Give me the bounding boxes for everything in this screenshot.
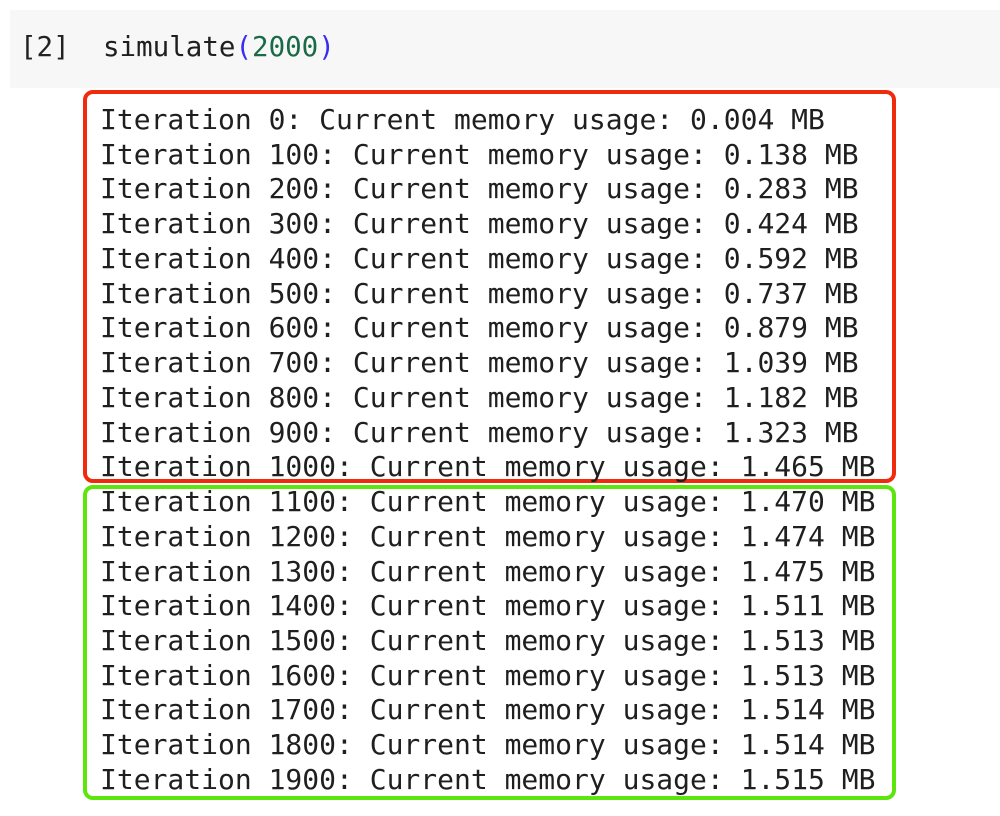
output-line: Iteration 1000: Current memory usage: 1.… (100, 450, 876, 484)
output-line: Iteration 600: Current memory usage: 0.8… (100, 311, 859, 345)
output-line: Iteration 300: Current memory usage: 0.4… (100, 207, 859, 241)
output-line: Iteration 100: Current memory usage: 0.1… (100, 137, 859, 171)
output-line: Iteration 1400: Current memory usage: 1.… (100, 589, 876, 623)
execution-count: [2] (20, 31, 70, 63)
cell-output: Iteration 0: Current memory usage: 0.004… (100, 103, 875, 798)
function-name: simulate (103, 31, 236, 63)
output-line: Iteration 800: Current memory usage: 1.1… (100, 380, 859, 414)
output-line: Iteration 1900: Current memory usage: 1.… (100, 762, 876, 796)
output-line: Iteration 900: Current memory usage: 1.3… (100, 415, 859, 449)
output-line: Iteration 1800: Current memory usage: 1.… (100, 728, 876, 762)
output-line: Iteration 1700: Current memory usage: 1.… (100, 693, 876, 727)
output-line: Iteration 400: Current memory usage: 0.5… (100, 241, 859, 275)
output-line: Iteration 1100: Current memory usage: 1.… (100, 485, 876, 519)
output-line: Iteration 1600: Current memory usage: 1.… (100, 658, 876, 692)
output-line: Iteration 200: Current memory usage: 0.2… (100, 172, 859, 206)
code-cell[interactable] (10, 10, 1000, 88)
output-line: Iteration 1300: Current memory usage: 1.… (100, 554, 876, 588)
argument: 2000 (252, 31, 319, 63)
output-line: Iteration 500: Current memory usage: 0.7… (100, 276, 859, 310)
growth-highlight-box (83, 90, 896, 483)
open-paren: ( (235, 31, 253, 63)
output-line: Iteration 1200: Current memory usage: 1.… (100, 519, 876, 553)
close-paren: ) (318, 31, 335, 63)
code-input[interactable]: simulate(2000) (103, 30, 335, 64)
plateau-highlight-box (83, 485, 896, 800)
output-line: Iteration 700: Current memory usage: 1.0… (100, 346, 859, 380)
output-line: Iteration 1500: Current memory usage: 1.… (100, 624, 876, 658)
output-line: Iteration 0: Current memory usage: 0.004… (100, 103, 825, 136)
